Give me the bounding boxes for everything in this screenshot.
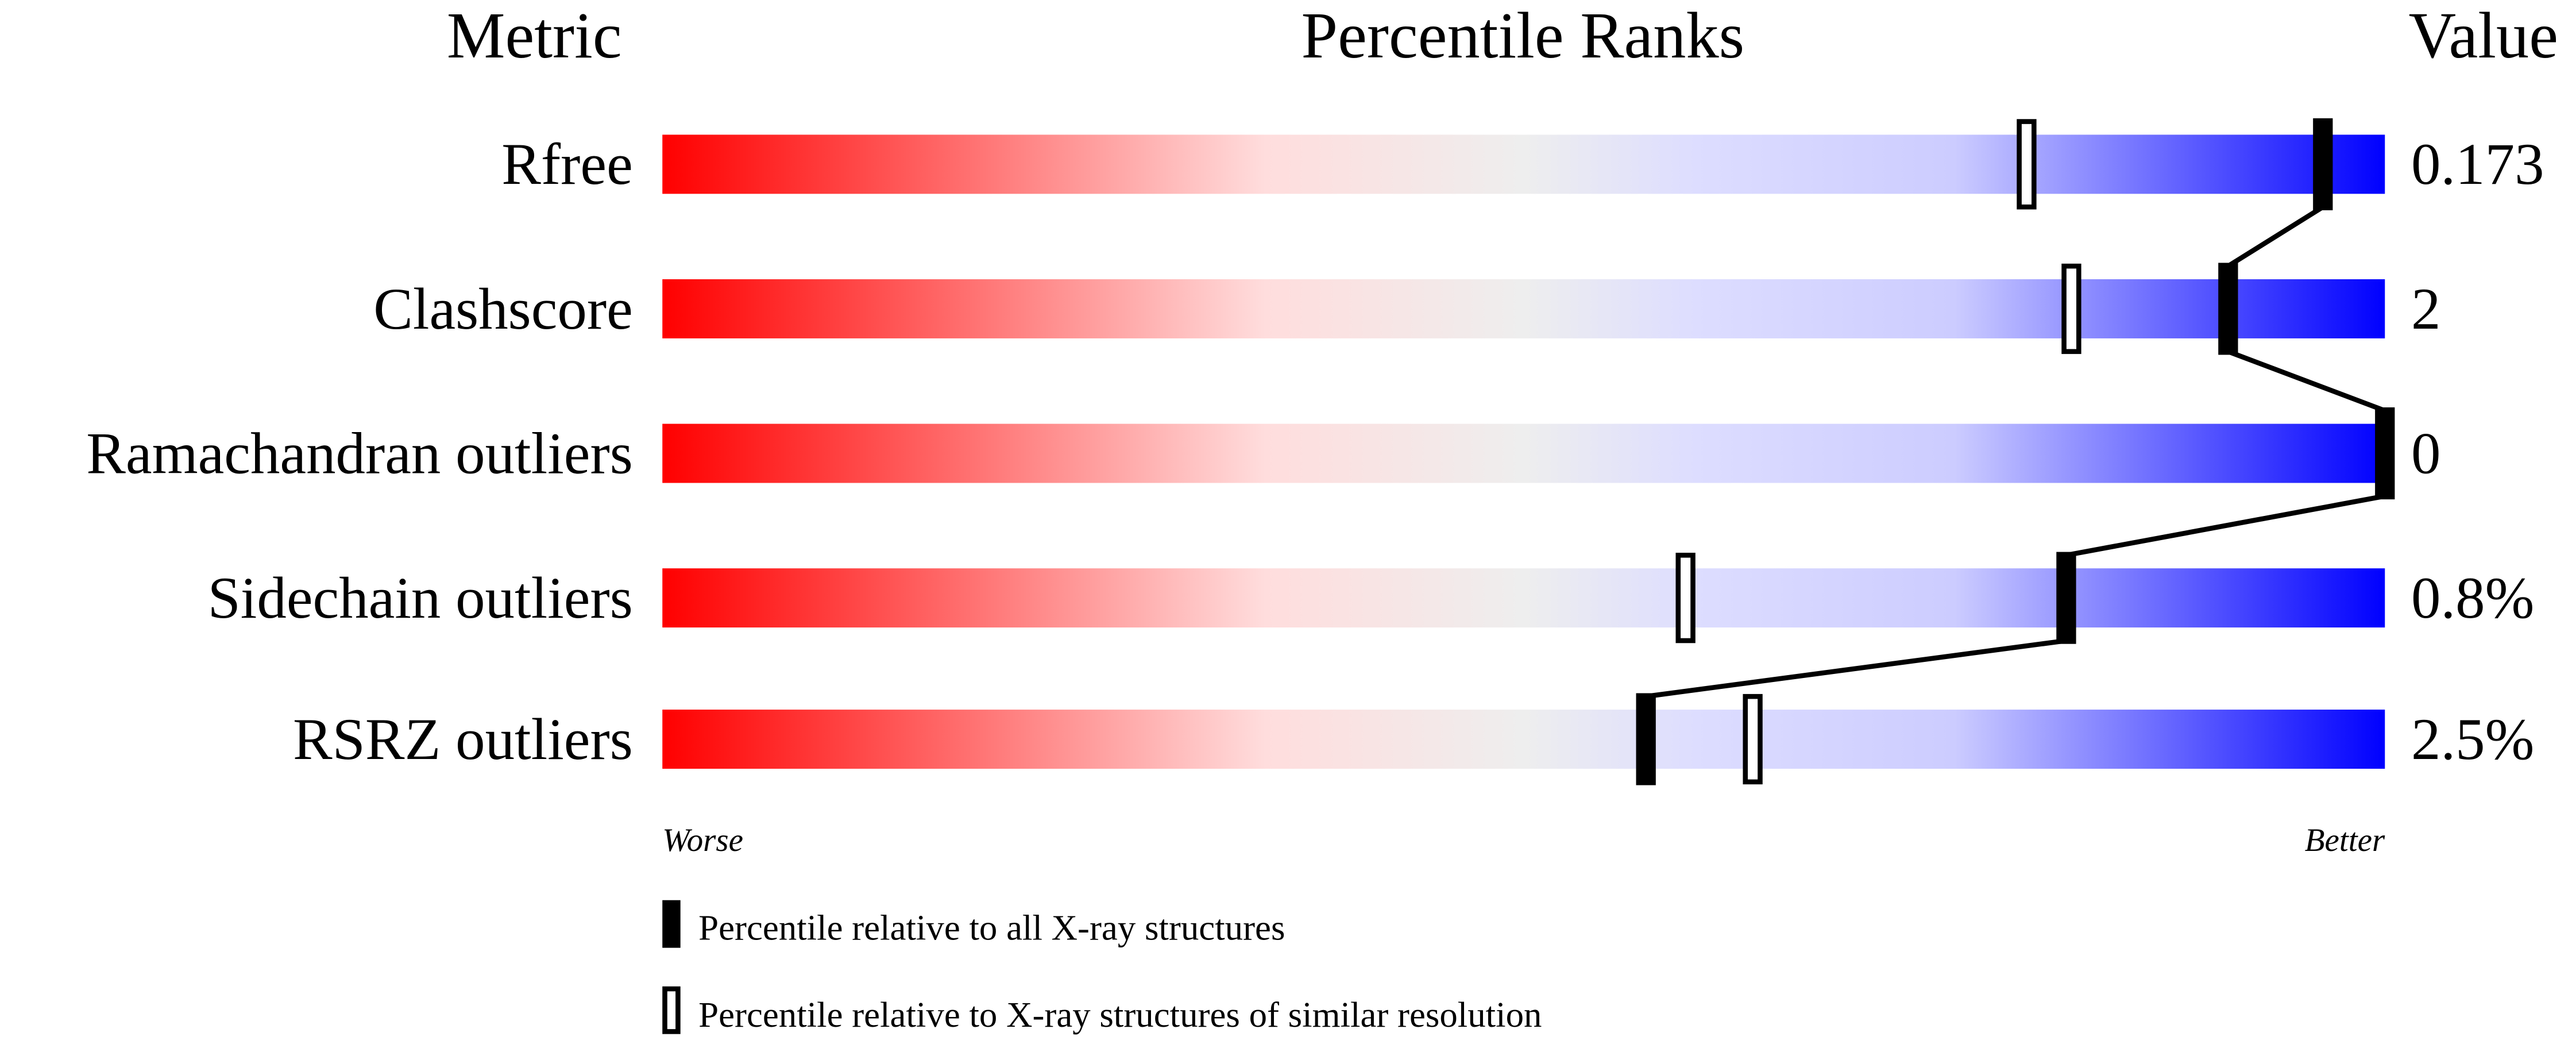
percentile-bar (662, 568, 2385, 628)
header-percentile-ranks: Percentile Ranks (1301, 0, 1745, 72)
metric-value: 2 (2411, 276, 2440, 342)
percentile-bar (662, 134, 2385, 194)
worse-label: Worse (662, 822, 743, 858)
header-value: Value (2409, 0, 2558, 72)
similar-resolution-percentile-marker (1675, 553, 1696, 644)
percentile-bar (662, 710, 2385, 769)
similar-resolution-percentile-marker (1743, 693, 1763, 785)
metric-label: Clashscore (373, 276, 633, 342)
metric-value: 2.5% (2411, 707, 2534, 772)
metric-value: 0.173 (2411, 132, 2544, 197)
percentile-connector-line (2227, 205, 2324, 268)
metric-value: 0.8% (2411, 565, 2534, 631)
percentile-bar (662, 279, 2385, 338)
all-structures-percentile-marker (2313, 118, 2333, 210)
all-structures-percentile-marker (2056, 552, 2076, 644)
percentile-connector-line (1646, 638, 2067, 699)
metric-label: Ramachandran outliers (86, 421, 633, 486)
percentile-connector-line (2227, 349, 2386, 413)
percentile-connector-line (2065, 494, 2386, 558)
metric-label: Rfree (501, 132, 633, 197)
similar-resolution-percentile-marker (2017, 119, 2037, 210)
percentile-bar (662, 423, 2385, 483)
metric-label: RSRZ outliers (293, 707, 633, 772)
header-metric: Metric (447, 0, 622, 72)
all-structures-percentile-marker (2375, 407, 2395, 500)
legend-filled-label: Percentile relative to all X-ray structu… (698, 907, 1285, 947)
legend-open-marker (662, 986, 681, 1034)
all-structures-percentile-marker (1636, 693, 1656, 785)
all-structures-percentile-marker (2218, 263, 2238, 355)
metric-value: 0 (2411, 421, 2440, 486)
legend-filled-marker (662, 900, 681, 948)
better-label: Better (2305, 822, 2385, 858)
similar-resolution-percentile-marker (2061, 263, 2081, 355)
legend-open-label: Percentile relative to X-ray structures … (698, 995, 1542, 1035)
metric-label: Sidechain outliers (208, 565, 633, 631)
